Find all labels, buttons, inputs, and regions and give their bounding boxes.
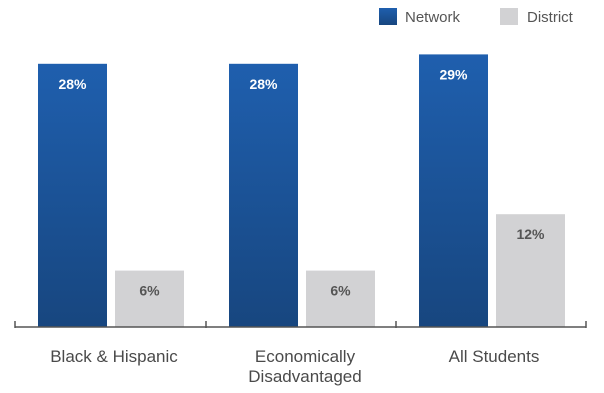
district-value-label-2: 6% [330,283,351,299]
value-labels: 28% 6% 28% 6% 29% 12% [58,66,545,298]
legend-swatch-district [500,8,518,25]
legend-swatch-network [379,8,397,25]
legend: Network District [379,8,574,26]
network-bar-1 [38,63,107,328]
district-bar-3 [496,214,565,327]
category-label-3: All Students [449,347,540,366]
x-axis [14,321,587,328]
category-labels: Black & Hispanic Economically Disadvantage… [50,347,539,386]
category-label-2: Economically Disadvantaged [248,347,361,386]
district-bar-1 [115,270,184,327]
district-value-label-3: 12% [516,226,545,242]
bars [38,54,565,328]
network-value-label-3: 29% [439,66,468,82]
legend-label-network: Network [405,9,461,26]
network-value-label-2: 28% [249,76,278,92]
legend-label-district: District [527,9,574,26]
category-label-1: Black & Hispanic [50,347,178,366]
district-value-label-1: 6% [139,283,160,299]
network-value-label-1: 28% [58,76,87,92]
district-bar-2 [306,270,375,327]
network-bar-2 [229,63,298,328]
network-bar-3 [419,54,488,328]
